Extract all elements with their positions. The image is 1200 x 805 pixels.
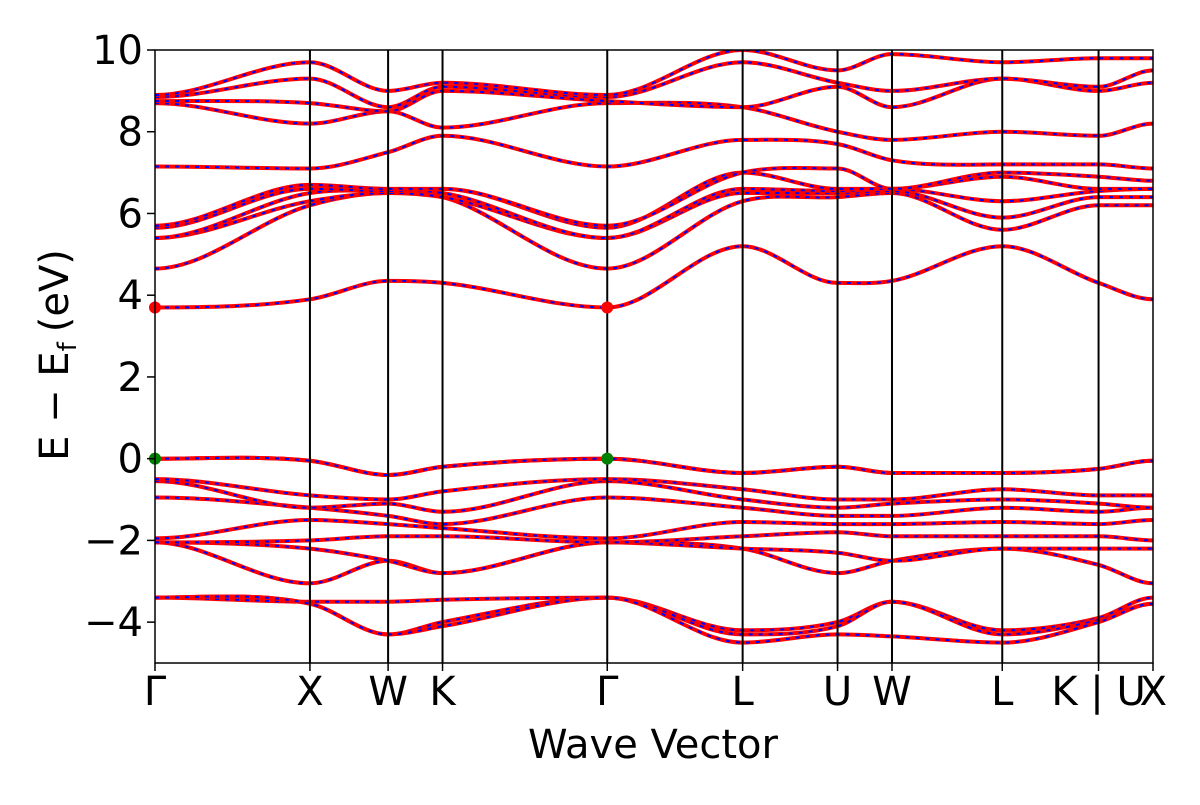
band-line-23: [155, 50, 1153, 98]
y-tick-label: 6: [118, 191, 143, 237]
band-line-overlay-19: [155, 134, 1153, 170]
x-tick-label: W: [872, 669, 912, 715]
x-tick-label: W: [368, 669, 408, 715]
band-line-overlay-12: [155, 456, 1153, 477]
band-line-22: [155, 60, 1153, 110]
band-line-overlay-10: [155, 478, 1153, 501]
x-tick-label: L: [731, 669, 754, 715]
band-line-overlay-14: [155, 191, 1153, 270]
y-axis-ticks: −4 −2 0 2 4 6 8 10: [84, 28, 155, 646]
markers-layer: [149, 301, 614, 465]
band-line-overlay-22: [155, 61, 1153, 109]
bands-layer: [155, 50, 1153, 645]
y-tick-label: 2: [118, 355, 143, 401]
x-tick-label: U: [823, 669, 852, 715]
y-axis-title-unit: (eV): [32, 249, 78, 332]
band-line-20: [155, 100, 1153, 142]
y-axis-title-main: E − E: [32, 351, 78, 461]
band-line-overlay-6: [155, 531, 1153, 544]
band-line-overlay-3: [155, 595, 1153, 644]
band-line-18: [155, 165, 1153, 228]
y-axis-title-subscript: f: [53, 341, 83, 351]
y-tick-label: 8: [118, 110, 143, 156]
band-line-overlay-17: [155, 171, 1153, 229]
cbm-marker-2: [601, 301, 614, 314]
x-axis-title: Wave Vector: [528, 722, 779, 768]
band-line-14: [155, 190, 1153, 271]
x-tick-label: K: [429, 669, 457, 715]
y-tick-label: 0: [118, 437, 143, 483]
kpoint-lines-layer: [308, 50, 1100, 663]
x-tick-label: X: [296, 669, 323, 715]
band-line-overlay-20: [155, 101, 1153, 141]
x-tick-label: Γ: [596, 669, 619, 715]
x-tick-label: K | U: [1051, 669, 1145, 715]
band-line-5: [155, 540, 1153, 576]
band-line-overlay-13: [155, 245, 1153, 309]
x-tick-label: L: [991, 669, 1014, 715]
band-line-overlay-9: [155, 480, 1153, 513]
x-tick-label: Γ: [144, 669, 167, 715]
y-tick-label: −2: [84, 518, 143, 564]
band-line-overlay-4: [155, 541, 1153, 585]
band-line-overlay-7: [155, 518, 1153, 540]
band-line-19: [155, 133, 1153, 171]
plot-frame: [154, 49, 1154, 664]
y-tick-label: −4: [84, 600, 143, 646]
vbm-marker-4: [601, 452, 614, 465]
x-tick-label: X: [1140, 669, 1167, 715]
y-tick-label: 10: [92, 28, 143, 74]
band-line-1: [155, 595, 1153, 633]
band-line-overlay-15: [155, 189, 1153, 240]
band-line-overlay-8: [155, 496, 1153, 526]
y-tick-label: 4: [118, 273, 143, 319]
y-axis-title: E − Ef (eV): [32, 249, 83, 461]
band-line-13: [155, 244, 1153, 310]
